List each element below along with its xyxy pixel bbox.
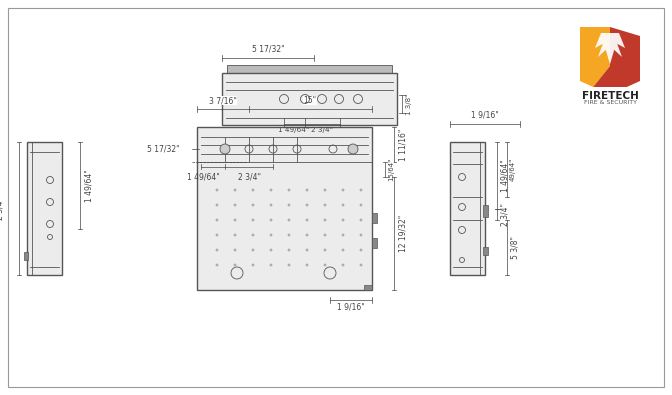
Bar [24, 252, 28, 260]
Circle shape [270, 219, 272, 221]
Circle shape [360, 189, 362, 191]
Circle shape [234, 249, 236, 251]
Circle shape [234, 219, 236, 221]
Text: FIRETECH: FIRETECH [581, 91, 638, 101]
Circle shape [252, 219, 254, 221]
Text: 5 17/32": 5 17/32" [147, 145, 179, 154]
Bar [450, 142, 485, 275]
Circle shape [270, 249, 272, 251]
Text: 1 49/64": 1 49/64" [500, 159, 509, 192]
Text: 15": 15" [304, 96, 317, 105]
Circle shape [342, 234, 344, 236]
Circle shape [216, 189, 218, 191]
Text: FIRE & SECURITY: FIRE & SECURITY [583, 100, 636, 105]
Circle shape [360, 204, 362, 206]
Text: 5 3/8": 5 3/8" [510, 236, 519, 259]
Circle shape [342, 249, 344, 251]
Circle shape [324, 219, 326, 221]
Circle shape [216, 249, 218, 251]
Text: 2 3/4": 2 3/4" [311, 127, 333, 133]
Text: 1 49/64": 1 49/64" [278, 127, 310, 133]
Text: 12 19/32": 12 19/32" [398, 215, 407, 252]
Circle shape [270, 234, 272, 236]
Circle shape [342, 189, 344, 191]
Circle shape [234, 264, 236, 266]
Circle shape [252, 234, 254, 236]
Circle shape [288, 189, 290, 191]
Bar [372, 238, 377, 248]
Polygon shape [595, 33, 625, 64]
Circle shape [288, 249, 290, 251]
Circle shape [360, 234, 362, 236]
Text: 1 9/16": 1 9/16" [337, 303, 365, 312]
Bar [222, 73, 397, 125]
Circle shape [252, 249, 254, 251]
Circle shape [306, 234, 308, 236]
Bar [483, 247, 488, 255]
Text: 5 17/32": 5 17/32" [252, 45, 284, 54]
Circle shape [234, 204, 236, 206]
Circle shape [234, 234, 236, 236]
Circle shape [342, 219, 344, 221]
Circle shape [306, 264, 308, 266]
Bar [372, 213, 377, 223]
Circle shape [216, 204, 218, 206]
Circle shape [270, 189, 272, 191]
Circle shape [342, 204, 344, 206]
Circle shape [252, 204, 254, 206]
Circle shape [234, 189, 236, 191]
Circle shape [324, 249, 326, 251]
Circle shape [216, 264, 218, 266]
Bar [483, 205, 488, 217]
Circle shape [306, 189, 308, 191]
Bar [227, 65, 392, 73]
Circle shape [306, 249, 308, 251]
Text: 1 9/16": 1 9/16" [471, 111, 499, 120]
Text: 1 11/16": 1 11/16" [398, 128, 407, 161]
Text: 1 49/64": 1 49/64" [84, 169, 93, 202]
Circle shape [360, 264, 362, 266]
Circle shape [324, 189, 326, 191]
Circle shape [360, 249, 362, 251]
Circle shape [252, 189, 254, 191]
Circle shape [216, 234, 218, 236]
Circle shape [324, 204, 326, 206]
Polygon shape [593, 27, 640, 87]
Circle shape [220, 144, 230, 154]
Text: 2 3/4": 2 3/4" [237, 173, 261, 182]
Text: 2 3/4": 2 3/4" [0, 197, 5, 220]
Text: 3 7/16": 3 7/16" [209, 96, 237, 105]
Circle shape [288, 219, 290, 221]
Circle shape [216, 219, 218, 221]
Circle shape [306, 204, 308, 206]
Bar [197, 127, 372, 290]
Polygon shape [580, 27, 610, 87]
Circle shape [288, 264, 290, 266]
Text: 2 3/4": 2 3/4" [500, 203, 509, 226]
Text: 1 3/8": 1 3/8" [406, 93, 412, 115]
Circle shape [270, 204, 272, 206]
Circle shape [360, 219, 362, 221]
Circle shape [288, 204, 290, 206]
Text: 49/64": 49/64" [510, 158, 516, 181]
Circle shape [288, 234, 290, 236]
Circle shape [252, 264, 254, 266]
Bar [27, 142, 62, 275]
Text: 1 49/64": 1 49/64" [187, 173, 220, 182]
Bar [364, 285, 372, 290]
Circle shape [342, 264, 344, 266]
Text: 15/64": 15/64" [388, 158, 394, 181]
Circle shape [324, 264, 326, 266]
Circle shape [324, 234, 326, 236]
Circle shape [270, 264, 272, 266]
Circle shape [306, 219, 308, 221]
Circle shape [348, 144, 358, 154]
